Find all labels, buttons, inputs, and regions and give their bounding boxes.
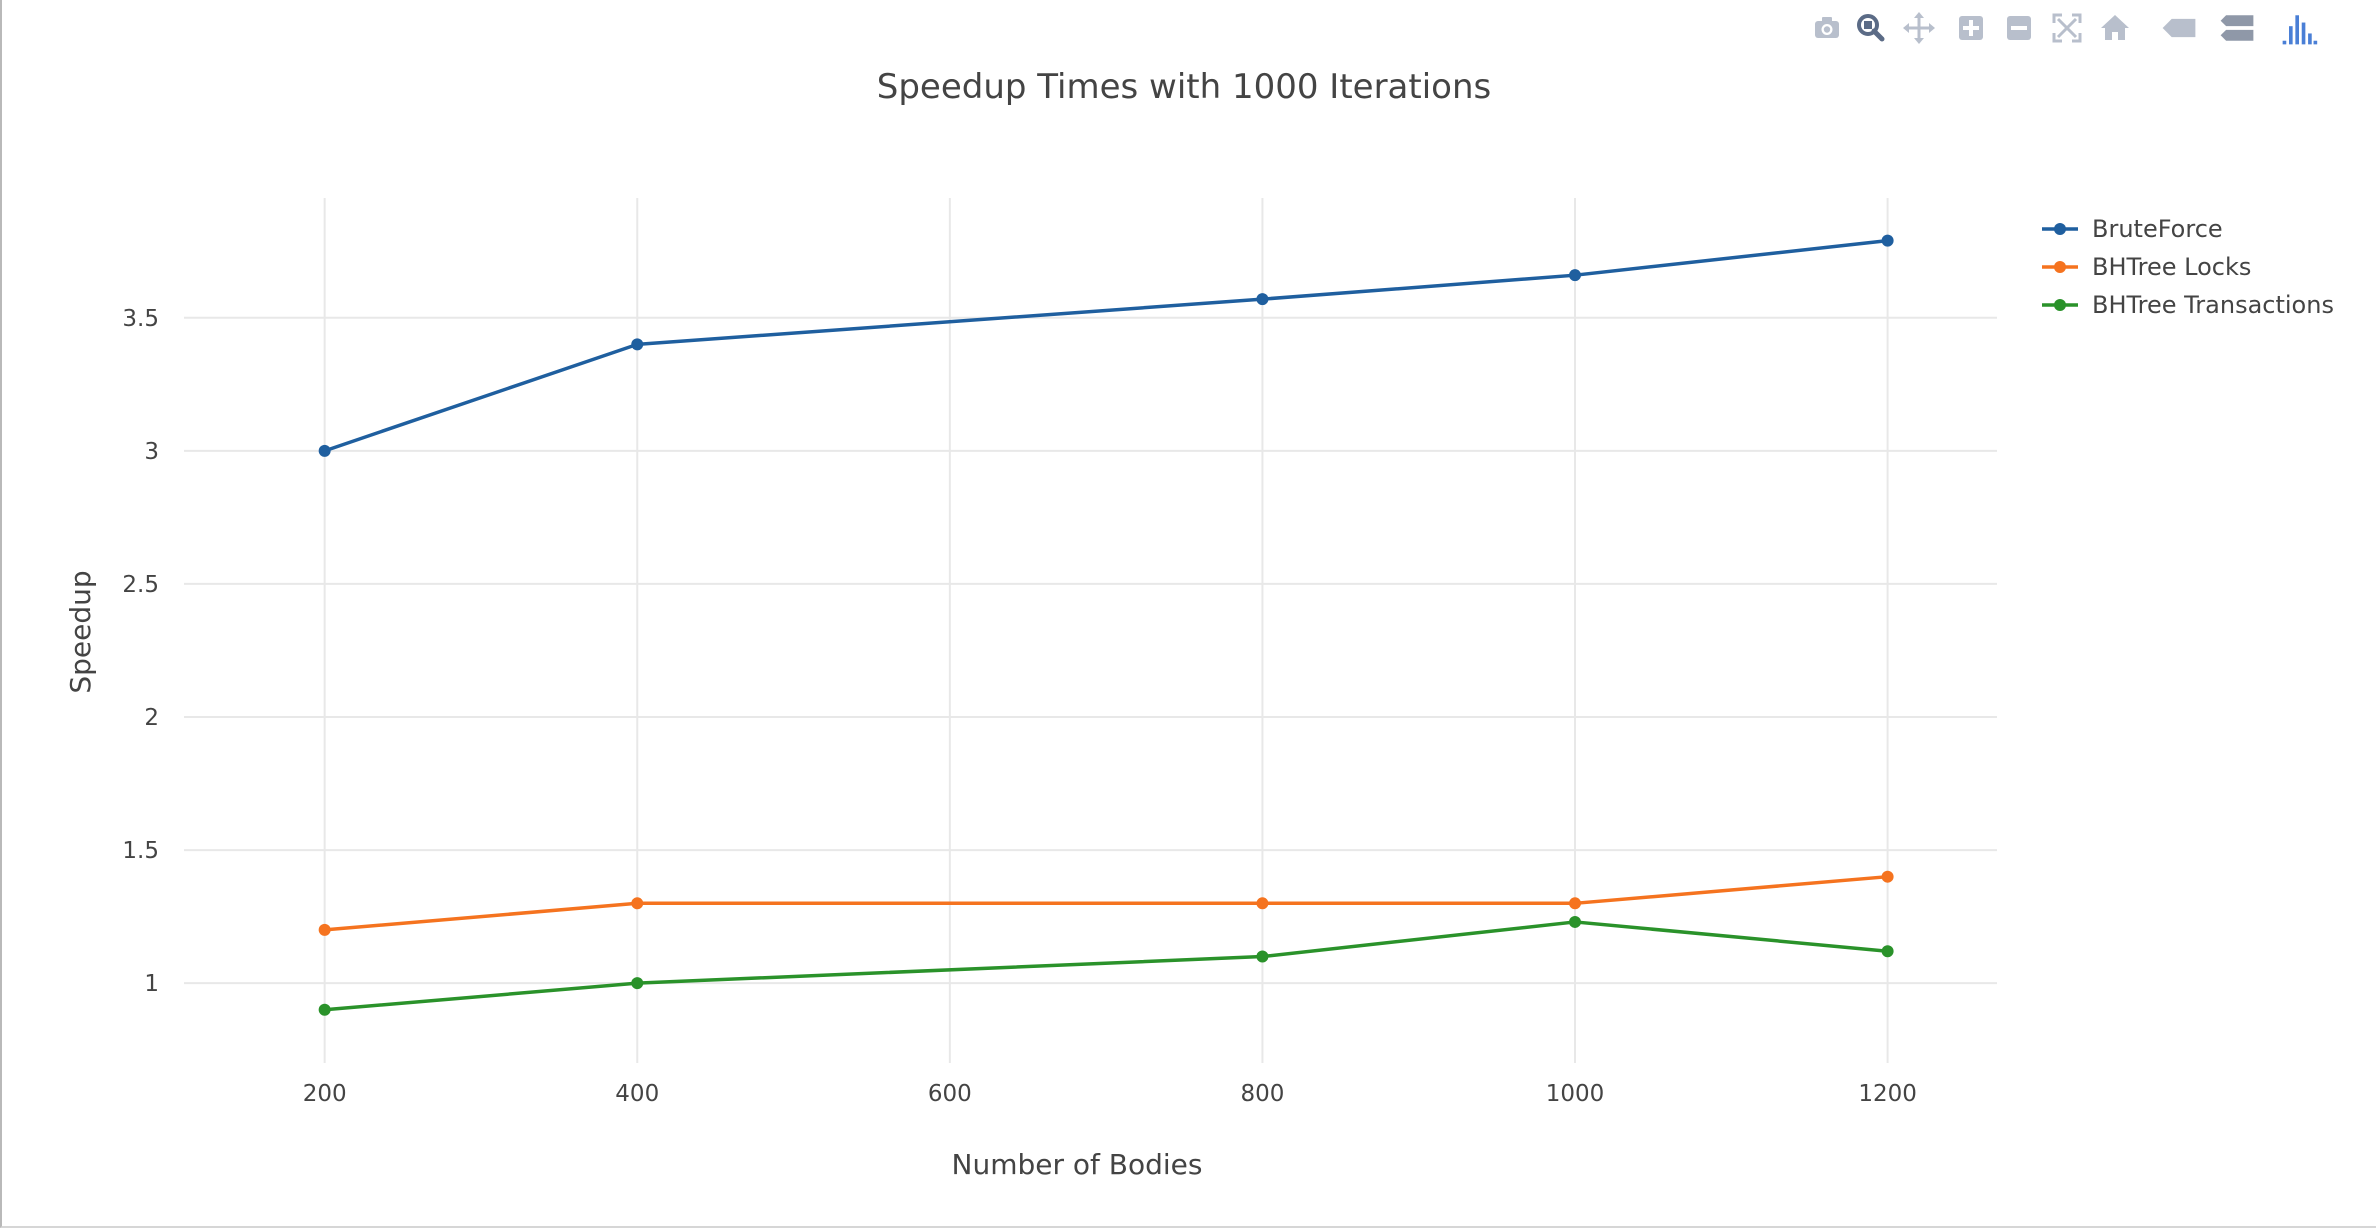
data-point-bruteforce[interactable]	[318, 444, 331, 457]
compare-hover-icon[interactable]	[2217, 8, 2257, 48]
y-tick-label: 1	[144, 971, 159, 997]
data-point-bhtree-transactions[interactable]	[1256, 950, 1269, 963]
data-point-bhtree-transactions[interactable]	[631, 977, 644, 990]
series-line-bhtree-locks	[324, 874, 1888, 932]
zoom-icon[interactable]	[1851, 8, 1891, 48]
series-bruteforce	[318, 234, 1894, 457]
legend-item-bhtree-locks[interactable]: BHTree Locks	[2042, 253, 2251, 281]
pan-icon[interactable]	[1899, 8, 1939, 48]
legend-item-bruteforce[interactable]: BruteForce	[2042, 215, 2223, 243]
series-line-bhtree-transactions	[324, 920, 1888, 1012]
legend-marker	[2054, 261, 2066, 273]
legend-label: BruteForce	[2092, 215, 2223, 243]
closest-hover-icon[interactable]	[2159, 8, 2199, 48]
data-point-bhtree-transactions[interactable]	[1569, 915, 1582, 928]
legend-label: BHTree Locks	[2092, 253, 2251, 281]
data-point-bhtree-locks[interactable]	[1881, 870, 1894, 883]
legend-marker	[2054, 299, 2066, 311]
series-line-bruteforce	[324, 238, 1888, 453]
chart-title: Speedup Times with 1000 Iterations	[877, 67, 1491, 107]
y-tick-label: 2	[144, 705, 159, 731]
x-tick-label: 1000	[1546, 1081, 1605, 1107]
series-layer	[318, 234, 1894, 1016]
legend-item-bhtree-transactions[interactable]: BHTree Transactions	[2042, 291, 2334, 319]
plotly-logo-icon[interactable]	[2279, 8, 2319, 48]
data-point-bhtree-transactions[interactable]	[318, 1003, 331, 1016]
data-point-bhtree-locks[interactable]	[318, 923, 331, 936]
x-tick-label: 400	[615, 1081, 659, 1107]
series-bhtree-transactions	[318, 915, 1894, 1016]
legend-label: BHTree Transactions	[2092, 291, 2334, 319]
y-tick-label: 2.5	[122, 572, 159, 598]
series-bhtree-locks	[318, 870, 1894, 936]
gridlines	[184, 198, 1997, 1063]
zoom-out-icon[interactable]	[1999, 8, 2039, 48]
x-tick-label: 1200	[1858, 1081, 1917, 1107]
data-point-bhtree-locks[interactable]	[631, 897, 644, 910]
data-point-bruteforce[interactable]	[1569, 269, 1582, 282]
y-tick-label: 3	[144, 439, 159, 465]
y-tick-label: 3.5	[122, 306, 159, 332]
data-point-bruteforce[interactable]	[1881, 234, 1894, 247]
y-axis-title: Speedup	[64, 570, 97, 693]
x-tick-label: 600	[928, 1081, 972, 1107]
x-axis-ticks: 200 400 600 800 1000 1200	[303, 1081, 1917, 1107]
data-point-bhtree-locks[interactable]	[1569, 897, 1582, 910]
legend-marker	[2054, 223, 2066, 235]
camera-icon[interactable]	[1807, 8, 1847, 48]
x-tick-label: 200	[303, 1081, 347, 1107]
y-axis-ticks: 1 1.5 2 2.5 3 3.5	[122, 306, 159, 997]
home-icon[interactable]	[2095, 8, 2135, 48]
data-point-bhtree-transactions[interactable]	[1881, 945, 1894, 958]
legend[interactable]: BruteForce BHTree Locks BHTree Transaction…	[2042, 215, 2334, 319]
data-point-bruteforce[interactable]	[631, 338, 644, 351]
x-axis-title: Number of Bodies	[952, 1148, 1203, 1181]
y-tick-label: 1.5	[122, 838, 159, 864]
autoscale-icon[interactable]	[2047, 8, 2087, 48]
zoom-in-icon[interactable]	[1951, 8, 1991, 48]
x-tick-label: 800	[1240, 1081, 1284, 1107]
data-point-bruteforce[interactable]	[1256, 293, 1269, 306]
data-point-bhtree-locks[interactable]	[1256, 897, 1269, 910]
